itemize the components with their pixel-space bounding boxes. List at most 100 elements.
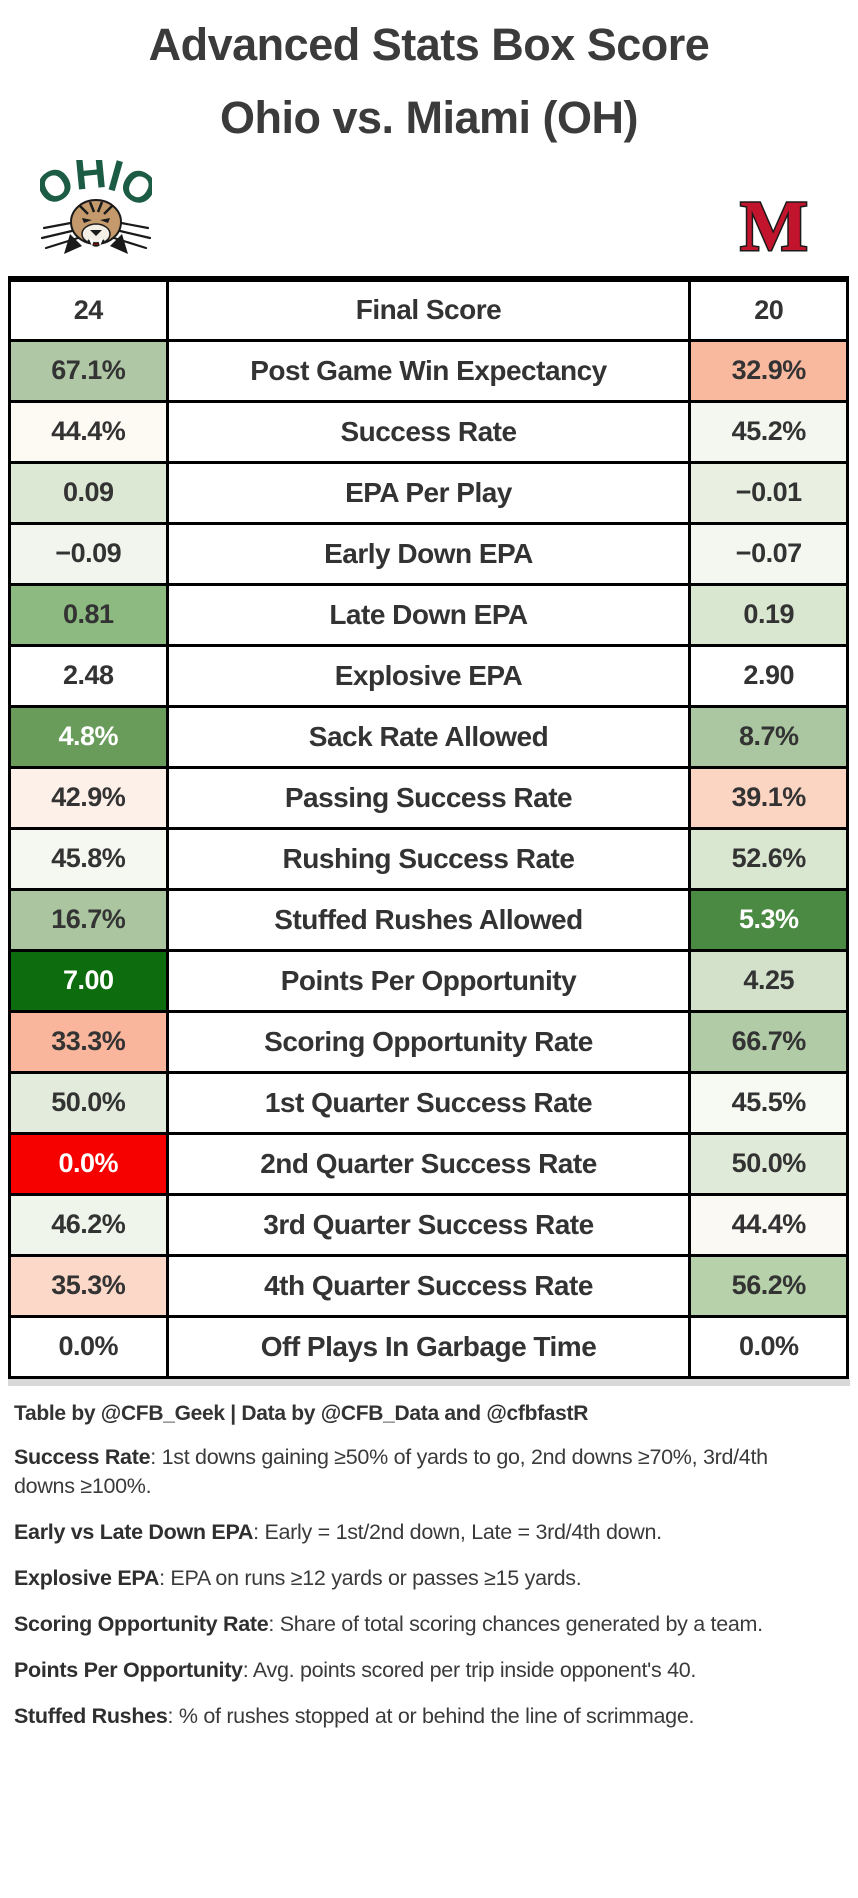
away-value-cell: 52.6% bbox=[688, 826, 849, 891]
table-row: 42.9% Passing Success Rate 39.1% bbox=[8, 765, 849, 830]
note-term: Points Per Opportunity bbox=[14, 1657, 243, 1682]
team-logos-row: OHIO bbox=[0, 160, 858, 276]
note-desc: : EPA on runs ≥12 yards or passes ≥15 ya… bbox=[159, 1565, 582, 1590]
home-value-cell: 35.3% bbox=[8, 1253, 169, 1318]
table-row: 0.09 EPA Per Play −0.01 bbox=[8, 460, 849, 525]
home-value-cell: 16.7% bbox=[8, 887, 169, 952]
miami-oh-m-logo-icon: M bbox=[739, 188, 810, 262]
note-desc: : Avg. points scored per trip inside opp… bbox=[242, 1657, 697, 1682]
table-row: 67.1% Post Game Win Expectancy 32.9% bbox=[8, 338, 849, 403]
note-item: Explosive EPA: EPA on runs ≥12 yards or … bbox=[14, 1564, 814, 1593]
stat-notes: Success Rate: 1st downs gaining ≥50% of … bbox=[14, 1443, 858, 1731]
home-value-cell: 24 bbox=[8, 277, 169, 342]
svg-text:M: M bbox=[740, 188, 808, 262]
note-desc: : Share of total scoring chances generat… bbox=[268, 1611, 763, 1636]
home-value-cell: 0.81 bbox=[8, 582, 169, 647]
home-value-cell: 46.2% bbox=[8, 1192, 169, 1257]
away-value-cell: 2.90 bbox=[688, 643, 849, 708]
away-value-cell: 0.19 bbox=[688, 582, 849, 647]
stat-name-cell: Final Score bbox=[165, 277, 692, 342]
away-value-cell: 8.7% bbox=[688, 704, 849, 769]
page-title-line1: Advanced Stats Box Score bbox=[148, 19, 710, 70]
home-value-cell: 7.00 bbox=[8, 948, 169, 1013]
stat-name-cell: EPA Per Play bbox=[165, 460, 692, 525]
stat-name-cell: Post Game Win Expectancy bbox=[165, 338, 692, 403]
away-value-cell: 44.4% bbox=[688, 1192, 849, 1257]
home-value-cell: 50.0% bbox=[8, 1070, 169, 1135]
home-value-cell: 33.3% bbox=[8, 1009, 169, 1074]
note-item: Scoring Opportunity Rate: Share of total… bbox=[14, 1610, 814, 1639]
away-value-cell: 20 bbox=[688, 277, 849, 342]
home-value-cell: 2.48 bbox=[8, 643, 169, 708]
away-value-cell: 39.1% bbox=[688, 765, 849, 830]
stat-name-cell: Passing Success Rate bbox=[165, 765, 692, 830]
stat-name-cell: Stuffed Rushes Allowed bbox=[165, 887, 692, 952]
table-row: 35.3% 4th Quarter Success Rate 56.2% bbox=[8, 1253, 849, 1318]
away-value-cell: 5.3% bbox=[688, 887, 849, 952]
home-value-cell: 44.4% bbox=[8, 399, 169, 464]
note-desc: : % of rushes stopped at or behind the l… bbox=[167, 1703, 695, 1728]
stat-name-cell: Explosive EPA bbox=[165, 643, 692, 708]
stat-name-cell: Sack Rate Allowed bbox=[165, 704, 692, 769]
stat-name-cell: Points Per Opportunity bbox=[165, 948, 692, 1013]
stat-name-cell: Scoring Opportunity Rate bbox=[165, 1009, 692, 1074]
note-term: Scoring Opportunity Rate bbox=[14, 1611, 269, 1636]
away-value-cell: 45.2% bbox=[688, 399, 849, 464]
table-row: 46.2% 3rd Quarter Success Rate 44.4% bbox=[8, 1192, 849, 1257]
stat-name-cell: Late Down EPA bbox=[165, 582, 692, 647]
home-value-cell: 4.8% bbox=[8, 704, 169, 769]
table-row: 2.48 Explosive EPA 2.90 bbox=[8, 643, 849, 708]
note-item: Early vs Late Down EPA: Early = 1st/2nd … bbox=[14, 1518, 814, 1547]
away-value-cell: 45.5% bbox=[688, 1070, 849, 1135]
stat-name-cell: 3rd Quarter Success Rate bbox=[165, 1192, 692, 1257]
home-value-cell: −0.09 bbox=[8, 521, 169, 586]
home-value-cell: 67.1% bbox=[8, 338, 169, 403]
table-row: 33.3% Scoring Opportunity Rate 66.7% bbox=[8, 1009, 849, 1074]
table-row: 4.8% Sack Rate Allowed 8.7% bbox=[8, 704, 849, 769]
credit-line: Table by @CFB_Geek | Data by @CFB_Data a… bbox=[14, 1401, 589, 1425]
stat-name-cell: 1st Quarter Success Rate bbox=[165, 1070, 692, 1135]
note-desc: : Early = 1st/2nd down, Late = 3rd/4th d… bbox=[253, 1519, 662, 1544]
table-row: 44.4% Success Rate 45.2% bbox=[8, 399, 849, 464]
stat-name-cell: Rushing Success Rate bbox=[165, 826, 692, 891]
table-row: 16.7% Stuffed Rushes Allowed 5.3% bbox=[8, 887, 849, 952]
stat-name-cell: 2nd Quarter Success Rate bbox=[165, 1131, 692, 1196]
note-term: Explosive EPA bbox=[14, 1565, 160, 1590]
table-row: 50.0% 1st Quarter Success Rate 45.5% bbox=[8, 1070, 849, 1135]
away-value-cell: 0.0% bbox=[688, 1314, 849, 1379]
away-value-cell: 50.0% bbox=[688, 1131, 849, 1196]
home-value-cell: 0.09 bbox=[8, 460, 169, 525]
away-value-cell: 66.7% bbox=[688, 1009, 849, 1074]
note-term: Early vs Late Down EPA bbox=[14, 1519, 254, 1544]
stats-table: 24 Final Score 20 67.1% Post Game Win Ex… bbox=[8, 276, 849, 1379]
stat-name-cell: Success Rate bbox=[165, 399, 692, 464]
note-desc: : 1st downs gaining ≥50% of yards to go,… bbox=[14, 1444, 768, 1498]
table-row: 45.8% Rushing Success Rate 52.6% bbox=[8, 826, 849, 891]
note-term: Stuffed Rushes bbox=[14, 1703, 168, 1728]
away-value-cell: −0.01 bbox=[688, 460, 849, 525]
table-row: 0.0% Off Plays In Garbage Time 0.0% bbox=[8, 1314, 849, 1379]
note-item: Success Rate: 1st downs gaining ≥50% of … bbox=[14, 1443, 814, 1501]
table-row: 0.0% 2nd Quarter Success Rate 50.0% bbox=[8, 1131, 849, 1196]
home-value-cell: 0.0% bbox=[8, 1131, 169, 1196]
ohio-bobcats-logo-icon: OHIO bbox=[40, 160, 152, 254]
away-value-cell: 4.25 bbox=[688, 948, 849, 1013]
page-title-line2: Ohio vs. Miami (OH) bbox=[219, 92, 639, 143]
page-title: Advanced Stats Box Score Ohio vs. Miami … bbox=[0, 0, 858, 140]
away-value-cell: −0.07 bbox=[688, 521, 849, 586]
home-value-cell: 45.8% bbox=[8, 826, 169, 891]
home-value-cell: 0.0% bbox=[8, 1314, 169, 1379]
table-row: 7.00 Points Per Opportunity 4.25 bbox=[8, 948, 849, 1013]
note-item: Stuffed Rushes: % of rushes stopped at o… bbox=[14, 1702, 814, 1731]
stat-name-cell: Off Plays In Garbage Time bbox=[165, 1314, 692, 1379]
away-value-cell: 56.2% bbox=[688, 1253, 849, 1318]
stat-name-cell: Early Down EPA bbox=[165, 521, 692, 586]
note-term: Success Rate bbox=[14, 1444, 151, 1469]
table-row: 24 Final Score 20 bbox=[8, 277, 849, 342]
stats-table-body: 24 Final Score 20 67.1% Post Game Win Ex… bbox=[8, 277, 849, 1379]
note-item: Points Per Opportunity: Avg. points scor… bbox=[14, 1656, 814, 1685]
away-value-cell: 32.9% bbox=[688, 338, 849, 403]
home-value-cell: 42.9% bbox=[8, 765, 169, 830]
table-row: 0.81 Late Down EPA 0.19 bbox=[8, 582, 849, 647]
